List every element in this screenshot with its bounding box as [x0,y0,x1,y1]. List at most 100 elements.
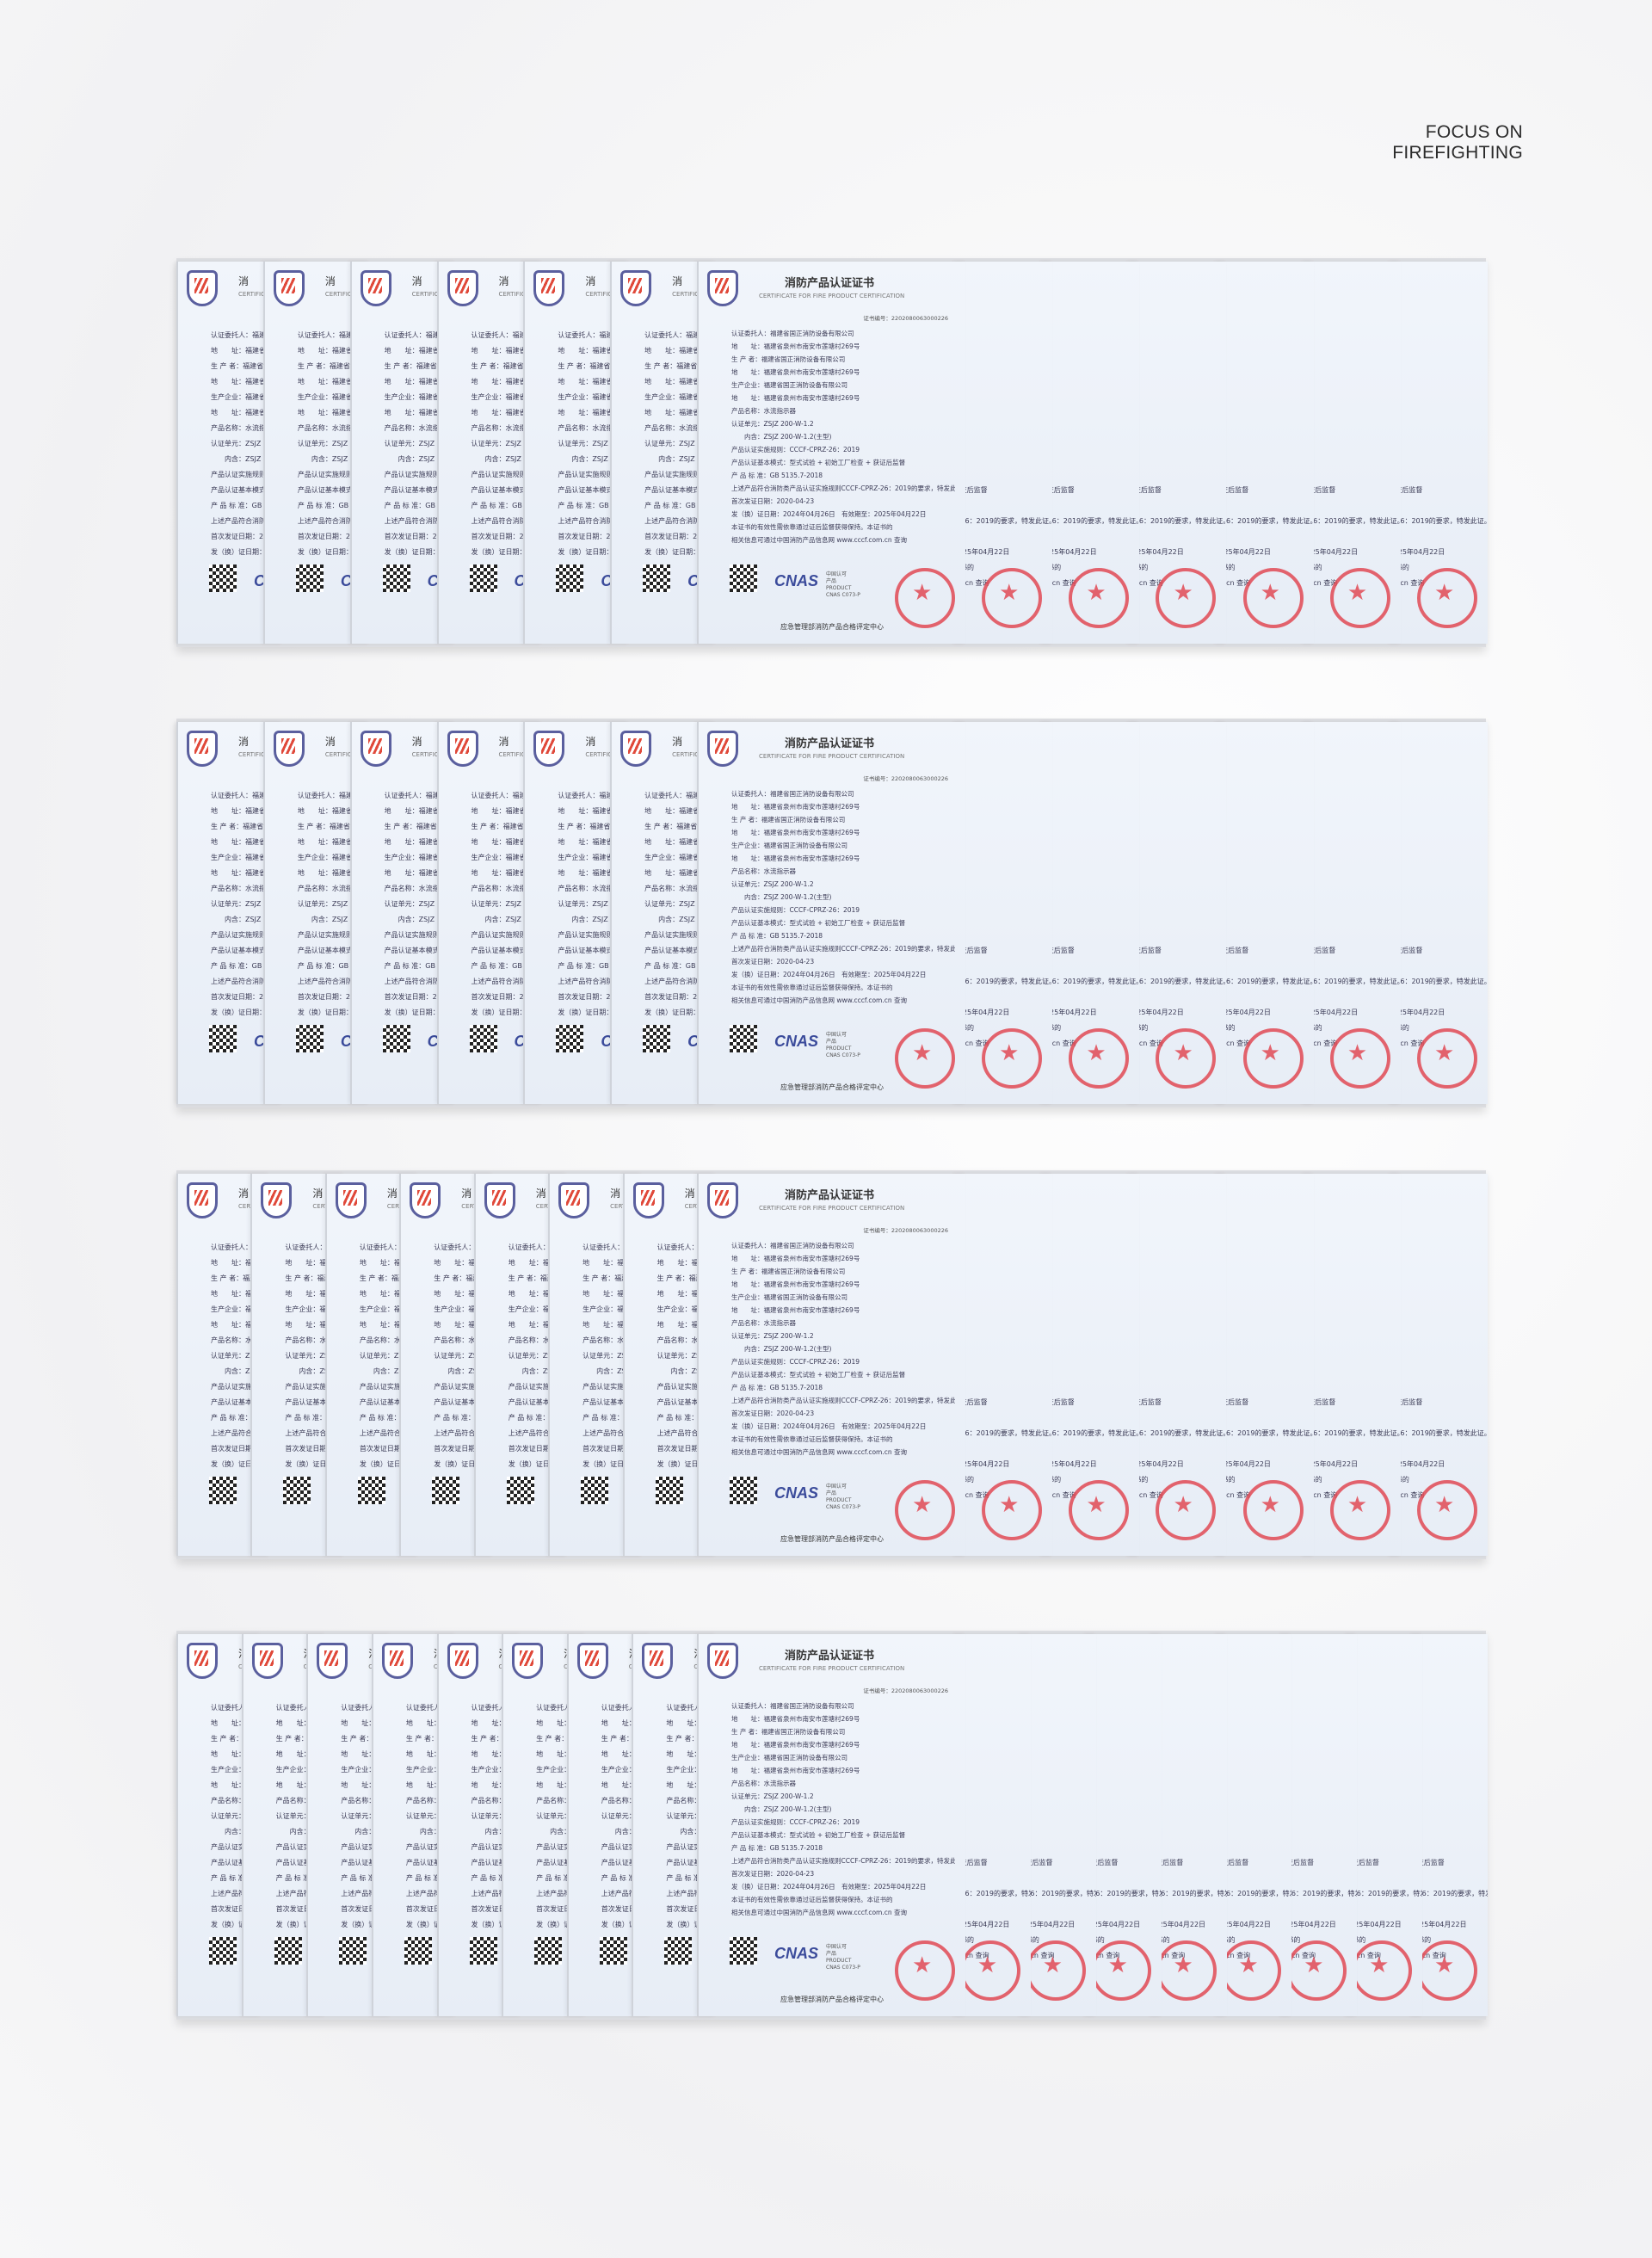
certificate-field: 首次发证日期：2020-04-23 [1131,992,1226,1008]
certificate-field: 相关信息可通过中国消防产品信息网 www.cccf.com.cn 查询 [1305,579,1338,587]
cnas-info-line: 产品 [826,1951,837,1957]
certificate-field: 产品认证实施规则：CCCF-CPRZ-26：2019 [957,470,1052,485]
certificate-title: 消 [535,1188,546,1200]
red-seal-icon [1242,1028,1304,1089]
certificate-field: 产品认证基本模式：型式试验 + 初始工厂检查 + 获证后监督 [1390,947,1423,954]
cnas-info-line: PRODUCT [826,1046,852,1052]
fire-shield-logo-icon [642,1643,674,1679]
certificate-field: 地 址：福建省泉州市南安市莲塘村269号 [644,347,716,355]
red-seal-icon [959,1940,1020,2001]
certificate-field: 产品认证实施规则：CCCF-CPRZ-26：2019 [471,1843,521,1851]
certificate-field: 认证委托人：福建省国正消防设备有限公司 [656,1243,716,1251]
certificate-field: 产品名称：水流指示器 [558,885,627,892]
certificate-field: 生产企业：福建省国正消防设备有限公司 [508,1305,568,1313]
certificate-field: 地 址：福建省泉州市南安市莲塘村269号 [1217,1780,1291,1796]
certificate-field: 产品名称：水流指示器 [558,424,627,432]
certificate-field: 地 址：福建省泉州市南安市莲塘村269号 [275,1719,326,1727]
certificate-field: 认证委托人：福建省国正消防设备有限公司 [731,330,854,337]
certificate-field: 本证书的有效性需依靠通过证后监督获得保持。本证书的 [1044,563,1139,578]
cnas-info-line: PRODUCT [826,585,852,591]
certificate-field: 产品认证实施规则：CCCF-CPRZ-26：2019 [508,1383,567,1391]
certificate-field: 认证委托人：福建省国正消防设备有限公司 [601,1704,651,1712]
certificate-field: 产品认证基本模式：型式试验 + 初始工厂检查 + 获证后监督 [601,1859,651,1866]
certificate-field: 生 产 者：福建省国正消防设备有限公司 [1022,1734,1096,1749]
certificate-field: 地 址：福建省泉州市南安市莲塘村269号 [1414,1780,1488,1796]
certificate-field: 首次发证日期：2020-04-23 [211,533,282,540]
certificate-field: 首次发证日期：2020-04-23 [666,1905,716,1913]
certificate-field: 生产企业：福建省国正消防设备有限公司 [731,1293,848,1301]
certificate-field: 产品名称：水流指示器 [1392,423,1488,439]
certificate-field: 地 址：福建省泉州市南安市莲塘村269号 [1348,1749,1422,1765]
certificate-field: 相关信息可通过中国消防产品信息网 www.cccf.com.cn 查询 [731,1448,907,1456]
certificate-field: 产 品 标 准：GB 5135.7-2018 [297,962,369,970]
certificate-field: 产品名称：水流指示器 [384,885,453,892]
certificate-field: 地 址：福建省泉州市南安市莲塘村269号 [211,409,282,416]
certificate-field: 发（换）证日期：2024年04月26日 有效期至：2025年04月22日 [1022,1921,1076,1928]
certificate-field: 地 址：福建省泉州市南安市莲塘村269号 [1218,1320,1314,1336]
certificate-field: 产品认证实施规则：CCCF-CPRZ-26：2019 [656,1383,716,1391]
certificate-field: 地 址：福建省泉州市南安市莲塘村269号 [297,347,369,355]
certificate-field: 上述产品符合消防类产品认证实施规则CCCF-CPRZ-26：2019的要求，特发… [644,978,716,985]
certificate-field: 地 址：福建省泉州市南安市莲塘村269号 [601,1719,651,1727]
certificate-field: 内含：ZSJZ 200-W-1.2(主型) [1131,915,1226,930]
certificate-field: 地 址：福建省泉州市南安市莲塘村269号 [1044,1289,1139,1305]
certificate-field: 本证书的有效性需依靠通过证后监督获得保持。本证书的 [731,1896,893,1903]
certificate-field: 产品名称：水流指示器 [1131,884,1226,899]
certificate-field: 产品认证基本模式：型式试验 + 初始工厂检查 + 获证后监督 [955,947,988,954]
certificate-field: 认证委托人：福建省国正消防设备有限公司 [558,331,629,339]
qr-code-icon [469,564,497,592]
certificate-field: 上述产品符合消防类产品认证实施规则CCCF-CPRZ-26：2019的要求，特发… [275,1890,326,1897]
certificate-issuer: 应急管理部消防产品合格评定中心 [780,1083,884,1091]
cnas-info-line: CNAS C073-P [826,1504,860,1510]
certificate-field: 上述产品符合消防类产品认证实施规则CCCF-CPRZ-26：2019的要求，特发… [558,517,629,525]
certificate-field: 地 址：福建省泉州市南安市莲塘村269号 [1131,1289,1226,1305]
certificate-field: 首次发证日期：2020-04-23 [211,1905,261,1913]
certificate-field: 产品名称：水流指示器 [1392,884,1488,899]
red-seal-icon [1242,568,1304,628]
certificate-field: 产品认证实施规则：CCCF-CPRZ-26：2019 [1218,1382,1314,1397]
certificate-field: 产品认证实施规则：CCCF-CPRZ-26：2019 [731,1358,860,1366]
certificate-field: 上述产品符合消防类产品认证实施规则CCCF-CPRZ-26：2019的要求，特发… [731,1397,955,1404]
certificate-subtitle: CERTIFICATE [411,751,450,758]
certificate-field: 产品名称：水流指示器 [1305,423,1401,439]
certificate-field: 认证单元：ZSJZ 200-W-1.2 [1392,439,1488,454]
certificate-field: 地 址：福建省泉州市南安市莲塘村269号 [341,1750,391,1758]
certificate-field: 发（换）证日期：2024年04月26日 有效期至：2025年04月22日 [471,1921,521,1928]
certificate-field: 发（换）证日期：2024年04月26日 有效期至：2025年04月22日 [471,548,543,556]
certificate-field: 产品认证基本模式：型式试验 + 初始工厂检查 + 获证后监督 [536,1859,586,1866]
red-seal-icon [1416,1028,1477,1089]
qr-code-icon [581,1477,609,1504]
certificate-subtitle: CERTIFICATE [672,751,711,758]
certificate-field: 生 产 者：福建省国正消防设备有限公司 [384,362,456,370]
certificate-field: 产品认证实施规则：CCCF-CPRZ-26：2019 [644,471,716,478]
fire-shield-logo-icon [533,731,565,767]
certificate-field: 本证书的有效性需依靠通过证后监督获得保持。本证书的 [1044,1475,1139,1490]
red-seal-icon [1417,1940,1477,2001]
certificate-field: 生 产 者：福建省国正消防设备有限公司 [731,1728,846,1736]
certificate-field: 首次发证日期：2020-04-23 [558,993,629,1001]
certificate-field: 地 址：福建省泉州市南安市莲塘村269号 [957,837,1052,853]
certificate-field: 认证单元：ZSJZ 200-W-1.2 [1131,899,1226,915]
qr-code-icon [556,564,584,592]
certificate-field: 认证委托人：福建省国正消防设备有限公司 [508,1243,568,1251]
certificate-field: 认证单元：ZSJZ 200-W-1.2 [275,1812,326,1820]
certificate-field: 发（换）证日期：2024年04月26日 有效期至：2025年04月22日 [471,1009,543,1016]
certificate-field: 上述产品符合消防类产品认证实施规则CCCF-CPRZ-26：2019的要求，特发… [405,1890,456,1897]
certificate-field: 首次发证日期：2020-04-23 [285,1445,343,1453]
certificate-field: 上述产品符合消防类产品认证实施规则CCCF-CPRZ-26：2019的要求，特发… [731,945,955,953]
certificate-field: 产品认证实施规则：CCCF-CPRZ-26：2019 [1044,930,1139,946]
certificate-field: 内含：ZSJZ 200-W-1.2(主型) [311,455,369,463]
red-seal-icon [1221,1940,1282,2001]
certificate-field: 生产企业：福建省国正消防设备有限公司 [1044,853,1139,868]
certificate-field: 产 品 标 准：GB 5135.7-2018 [558,962,629,970]
certificate-field: 发（换）证日期：2024年04月26日 有效期至：2025年04月22日 [275,1921,326,1928]
certificate-field: 产 品 标 准：GB 5135.7-2018 [1392,1413,1488,1428]
certificate-field: 认证单元：ZSJZ 200-W-1.2 [1131,439,1226,454]
certificate-field: 产品认证实施规则：CCCF-CPRZ-26：2019 [731,1818,860,1826]
certificate-field: 地 址：福建省泉州市南安市莲塘村269号 [1305,377,1401,392]
certificate-field: 首次发证日期：2020-04-23 [1218,992,1314,1008]
certificate-field: 上述产品符合消防类产品认证实施规则CCCF-CPRZ-26：2019的要求，特发… [1044,1429,1140,1437]
